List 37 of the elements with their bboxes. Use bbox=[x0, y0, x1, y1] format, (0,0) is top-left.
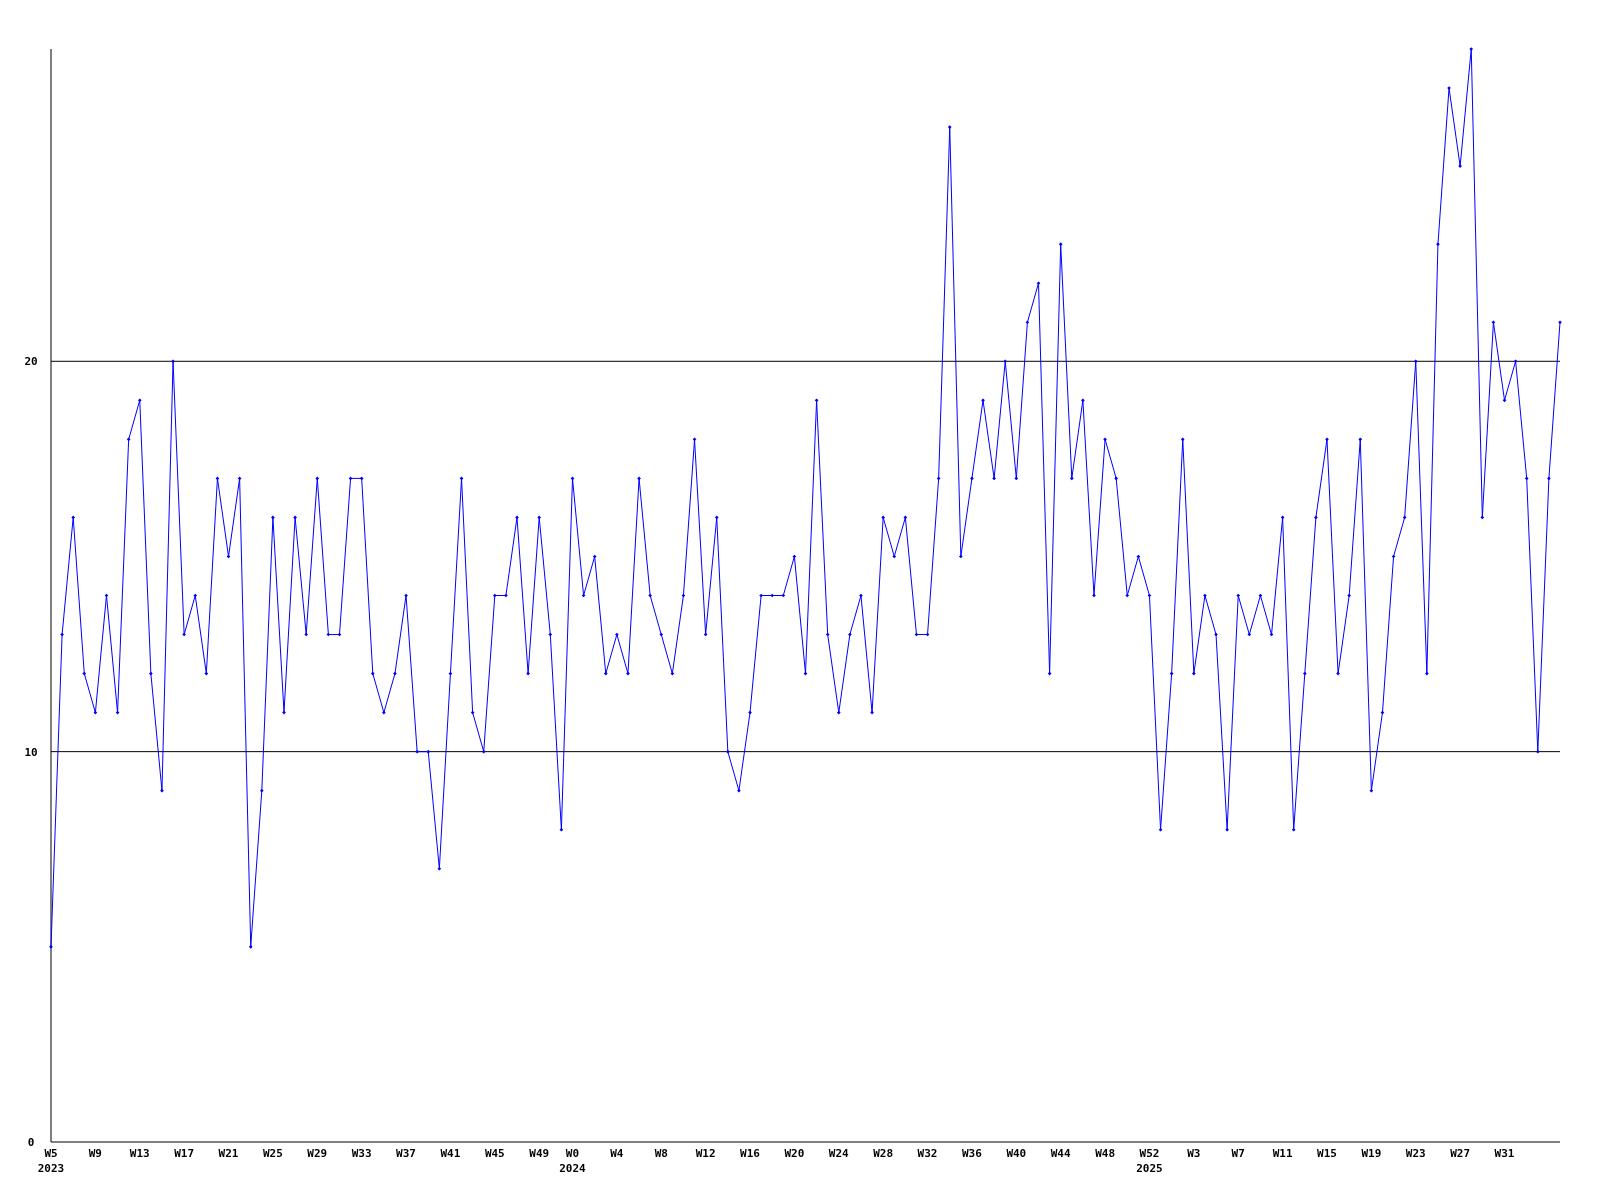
x-tick-label: W16 bbox=[740, 1147, 761, 1160]
x-tick-label: W9 bbox=[88, 1147, 103, 1160]
x-tick-label: W12 bbox=[695, 1147, 716, 1160]
y-tick-label: 10 bbox=[24, 745, 38, 759]
x-tick-label: W23 bbox=[1405, 1147, 1426, 1160]
x-tick-label: W28 bbox=[873, 1147, 894, 1160]
x-tick-label: W3 bbox=[1187, 1147, 1201, 1160]
x-tick-label: W36 bbox=[962, 1147, 983, 1160]
x-tick-label: W44 bbox=[1050, 1147, 1072, 1160]
x-tick-label: W8 bbox=[654, 1147, 668, 1160]
x-tick-label: W52 2025 bbox=[1136, 1147, 1163, 1175]
x-tick-label: W48 bbox=[1095, 1147, 1116, 1160]
x-tick-label: W15 bbox=[1317, 1147, 1337, 1160]
x-tick-label: W21 bbox=[218, 1147, 239, 1160]
x-tick-label: W27 bbox=[1450, 1147, 1471, 1160]
x-tick-label: W7 bbox=[1231, 1147, 1245, 1160]
y-tick-label: 0 bbox=[27, 1136, 35, 1149]
x-tick-label: W0 2024 bbox=[559, 1147, 587, 1175]
x-tick-label: W25 bbox=[262, 1147, 283, 1160]
x-tick-label: W17 bbox=[174, 1147, 195, 1160]
x-tick-label: W24 bbox=[828, 1147, 850, 1160]
x-tick-label: W32 bbox=[917, 1147, 938, 1160]
x-tick-label: W41 bbox=[440, 1147, 461, 1160]
x-tick-label: W49 bbox=[529, 1147, 550, 1160]
y-tick-label: 20 bbox=[24, 355, 38, 369]
x-tick-label: W40 bbox=[1006, 1147, 1027, 1160]
x-tick-label: W5 2023 bbox=[37, 1147, 65, 1175]
x-tick-label: W33 bbox=[351, 1147, 372, 1160]
x-tick-label: W19 bbox=[1361, 1147, 1382, 1160]
x-tick-label: W20 bbox=[784, 1147, 805, 1160]
x-tick-label: W37 bbox=[396, 1147, 416, 1160]
x-tick-label: W45 bbox=[484, 1147, 505, 1160]
x-tick-label: W29 bbox=[307, 1147, 328, 1160]
x-tick-label: W4 bbox=[610, 1147, 624, 1160]
x-tick-label: W31 bbox=[1494, 1147, 1515, 1160]
x-tick-label: W11 bbox=[1272, 1147, 1293, 1160]
x-tick-label: W13 bbox=[129, 1147, 150, 1160]
